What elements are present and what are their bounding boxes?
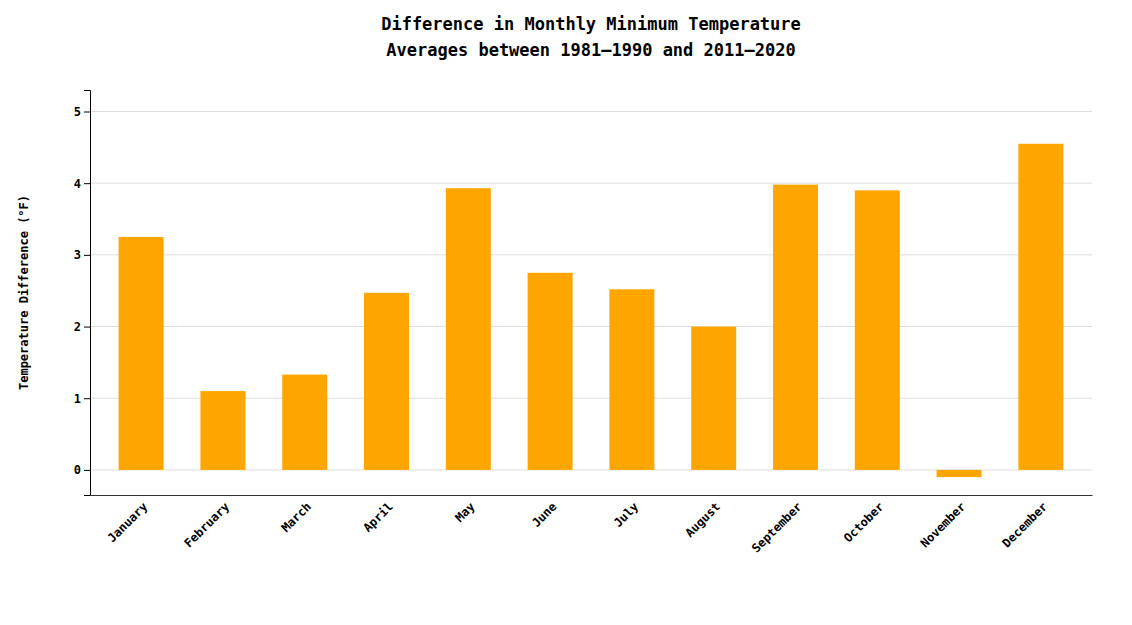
y-tick-label: 5 [74, 105, 81, 119]
y-axis: 0 1 2 3 4 5 [74, 91, 91, 496]
x-axis: January February March April May June July Augu… [91, 495, 1093, 555]
bar [937, 470, 982, 477]
bars [119, 144, 1064, 477]
title-line: Difference in Monthly Minimum Temperatur… [381, 14, 801, 34]
title: Difference in Monthly Minimum Temperatur… [381, 14, 801, 60]
y-tick-mark [84, 398, 90, 399]
x-tick: July [611, 495, 641, 530]
y-tick-mark [84, 112, 90, 113]
grid-line [90, 183, 1092, 184]
y-tick: 5 [74, 105, 90, 119]
y-tick-mark [84, 470, 90, 471]
grid [90, 112, 1092, 470]
y-tick-label: 3 [74, 248, 81, 262]
x-tick-label: March [279, 500, 314, 535]
x-tick: May [452, 495, 477, 525]
x-tick: January [105, 495, 151, 545]
grid-line [90, 111, 1092, 112]
bar [691, 327, 736, 470]
x-tick: August [682, 495, 723, 540]
bar [773, 185, 818, 470]
y-axis-title: Temperature Difference (°F) [17, 195, 31, 390]
bar [855, 190, 900, 470]
grid-line [90, 254, 1092, 255]
chart: 0 1 2 3 4 5 January February March April May June Ju… [0, 0, 1132, 625]
bar [119, 237, 164, 470]
bar [1018, 144, 1063, 470]
x-tick: April [360, 495, 395, 535]
x-tick: November [918, 495, 969, 550]
grid-line [90, 326, 1092, 327]
bar [609, 289, 654, 470]
x-tick-label: January [105, 500, 151, 546]
x-tick-label: August [682, 500, 723, 541]
bar [200, 391, 245, 470]
x-tick-label: April [360, 500, 395, 535]
x-tick-label: November [918, 500, 969, 551]
y-tick: 3 [74, 248, 90, 262]
y-axis-line [84, 91, 91, 496]
title-line: Averages between 1981–1990 and 2011–2020 [386, 40, 795, 60]
x-tick-label: October [841, 500, 887, 546]
y-tick: 2 [74, 320, 90, 334]
y-tick: 4 [74, 177, 90, 191]
y-tick: 0 [74, 463, 90, 477]
x-tick-label: September [749, 500, 805, 556]
x-tick-label: July [611, 500, 641, 530]
x-axis-line [91, 495, 1093, 496]
x-tick: October [841, 495, 887, 545]
y-tick-mark [84, 183, 90, 184]
y-tick-mark [84, 255, 90, 256]
y-tick-mark [84, 327, 90, 328]
x-tick: March [279, 495, 314, 535]
y-tick-label: 2 [74, 320, 81, 334]
x-tick: June [529, 495, 559, 530]
y-tick-label: 0 [74, 463, 81, 477]
y-tick-label: 4 [74, 177, 81, 191]
bar [446, 188, 491, 470]
bar [364, 293, 409, 470]
x-tick: February [181, 495, 232, 550]
x-tick-label: May [452, 500, 477, 525]
x-tick: September [749, 495, 805, 555]
x-tick-label: February [181, 500, 232, 551]
bar [282, 375, 327, 470]
y-tick: 1 [74, 392, 90, 406]
x-tick-label: June [529, 500, 559, 530]
y-tick-label: 1 [74, 392, 81, 406]
x-tick-label: December [999, 500, 1050, 551]
x-tick: December [999, 495, 1050, 550]
plot: 0 1 2 3 4 5 January February March April May June Ju… [74, 91, 1093, 556]
bar [528, 273, 573, 470]
